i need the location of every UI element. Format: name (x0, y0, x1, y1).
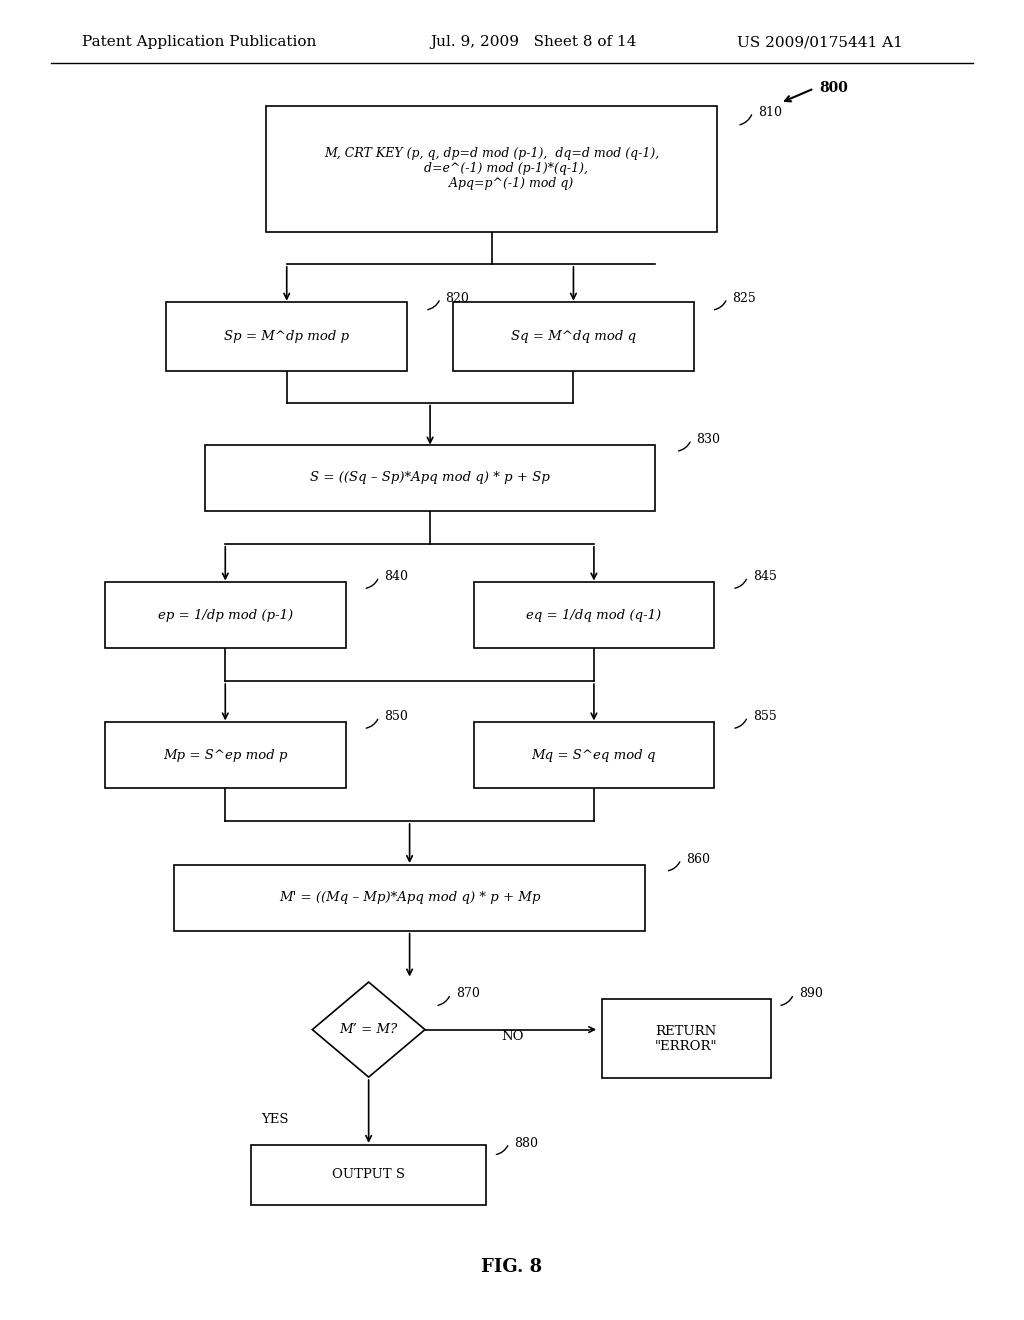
FancyBboxPatch shape (473, 722, 715, 788)
FancyBboxPatch shape (105, 582, 346, 648)
Text: Mp = S^ep mod p: Mp = S^ep mod p (163, 748, 288, 762)
Text: M' = ((Mq – Mp)*Apq mod q) * p + Mp: M' = ((Mq – Mp)*Apq mod q) * p + Mp (279, 891, 541, 904)
Text: 860: 860 (686, 853, 710, 866)
Text: Patent Application Publication: Patent Application Publication (82, 36, 316, 49)
Text: 830: 830 (696, 433, 720, 446)
Text: ep = 1/dp mod (p-1): ep = 1/dp mod (p-1) (158, 609, 293, 622)
Text: NO: NO (502, 1030, 524, 1043)
Text: 800: 800 (819, 82, 848, 95)
Text: Sq = M^dq mod q: Sq = M^dq mod q (511, 330, 636, 343)
FancyBboxPatch shape (105, 722, 346, 788)
Text: 810: 810 (758, 106, 781, 119)
Text: 870: 870 (456, 987, 479, 1001)
Text: 845: 845 (753, 570, 776, 583)
Text: M, CRT KEY (p, q, dp=d mod (p-1),  dq=d mod (q-1),
       d=e^(-1) mod (p-1)*(q-: M, CRT KEY (p, q, dp=d mod (p-1), dq=d m… (324, 148, 659, 190)
Text: YES: YES (261, 1113, 288, 1126)
Text: 825: 825 (732, 292, 756, 305)
Text: Sp = M^dp mod p: Sp = M^dp mod p (224, 330, 349, 343)
Text: 820: 820 (445, 292, 469, 305)
Text: 880: 880 (514, 1137, 538, 1150)
FancyBboxPatch shape (266, 107, 717, 232)
FancyBboxPatch shape (167, 302, 408, 371)
Text: RETURN
"ERROR": RETURN "ERROR" (654, 1024, 718, 1053)
FancyBboxPatch shape (205, 445, 655, 511)
Polygon shape (312, 982, 425, 1077)
Text: Jul. 9, 2009   Sheet 8 of 14: Jul. 9, 2009 Sheet 8 of 14 (430, 36, 637, 49)
FancyBboxPatch shape (454, 302, 694, 371)
FancyBboxPatch shape (473, 582, 715, 648)
FancyBboxPatch shape (251, 1144, 486, 1204)
FancyBboxPatch shape (174, 865, 645, 931)
FancyBboxPatch shape (602, 999, 771, 1078)
Text: Mq = S^eq mod q: Mq = S^eq mod q (531, 748, 656, 762)
Text: 890: 890 (799, 987, 822, 1001)
Text: US 2009/0175441 A1: US 2009/0175441 A1 (737, 36, 903, 49)
Text: eq = 1/dq mod (q-1): eq = 1/dq mod (q-1) (526, 609, 662, 622)
Text: 850: 850 (384, 710, 408, 723)
Text: 855: 855 (753, 710, 776, 723)
Text: OUTPUT S: OUTPUT S (332, 1168, 406, 1181)
Text: 840: 840 (384, 570, 408, 583)
Text: FIG. 8: FIG. 8 (481, 1258, 543, 1276)
Text: M’ = M?: M’ = M? (340, 1023, 397, 1036)
Text: S = ((Sq – Sp)*Apq mod q) * p + Sp: S = ((Sq – Sp)*Apq mod q) * p + Sp (310, 471, 550, 484)
